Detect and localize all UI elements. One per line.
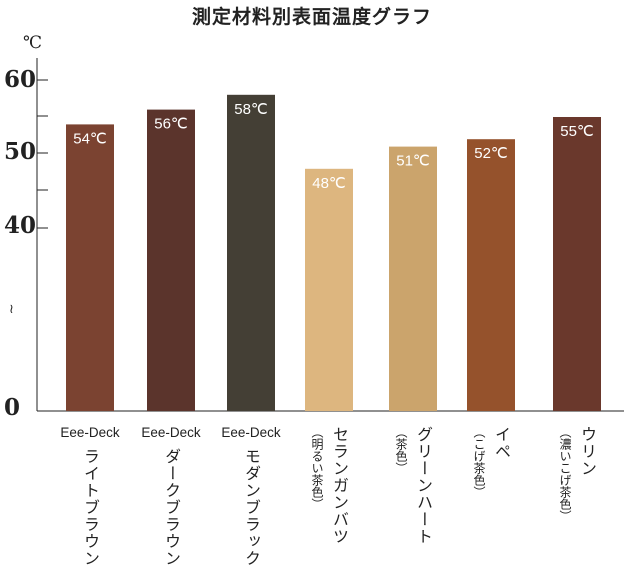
axis-break-icon: ≀ [9, 302, 14, 317]
x-category-label: イペ [492, 426, 511, 460]
bar-value-label: 51℃ [396, 153, 430, 170]
y-tick-label: 50 [4, 138, 37, 165]
bar [147, 109, 195, 411]
y-unit-label: ℃ [23, 33, 43, 53]
bar [389, 146, 437, 411]
chart-title: 測定材料別表面温度グラフ [191, 6, 432, 28]
y-tick-label: 0 [4, 394, 21, 421]
x-category-label: ウリン [578, 426, 597, 477]
x-brand-label: Eee-Deck [221, 425, 281, 440]
y-tick-label: 60 [4, 66, 37, 93]
bar-value-label: 55℃ [560, 123, 594, 140]
bar [467, 139, 515, 411]
x-category-sublabel: （こげ茶色） [472, 426, 486, 498]
bar-value-label: 54℃ [73, 130, 107, 147]
x-category-sublabel: （茶色） [394, 426, 408, 474]
bar [553, 117, 601, 411]
bar-value-label: 56℃ [154, 116, 188, 133]
x-category-sublabel: （濃いこげ茶色） [558, 426, 572, 522]
bar-value-label: 48℃ [312, 175, 346, 192]
x-category-label: セランガンバツ [330, 426, 349, 545]
bar [227, 94, 275, 412]
y-tick-label: 40 [4, 212, 37, 239]
x-category-sublabel: （明るい茶色） [310, 426, 324, 510]
bar [305, 168, 353, 411]
bar-value-label: 58℃ [234, 101, 268, 118]
x-category-label: ライトブラウン [81, 448, 100, 567]
bar [66, 124, 114, 412]
bar-value-label: 52℃ [474, 145, 508, 162]
x-brand-label: Eee-Deck [141, 425, 201, 440]
x-brand-label: Eee-Deck [60, 425, 120, 440]
x-category-label: ダークブラウン [162, 448, 181, 567]
x-category-label: グリーンハート [414, 426, 433, 545]
x-category-label: モダンブラック [242, 448, 261, 567]
